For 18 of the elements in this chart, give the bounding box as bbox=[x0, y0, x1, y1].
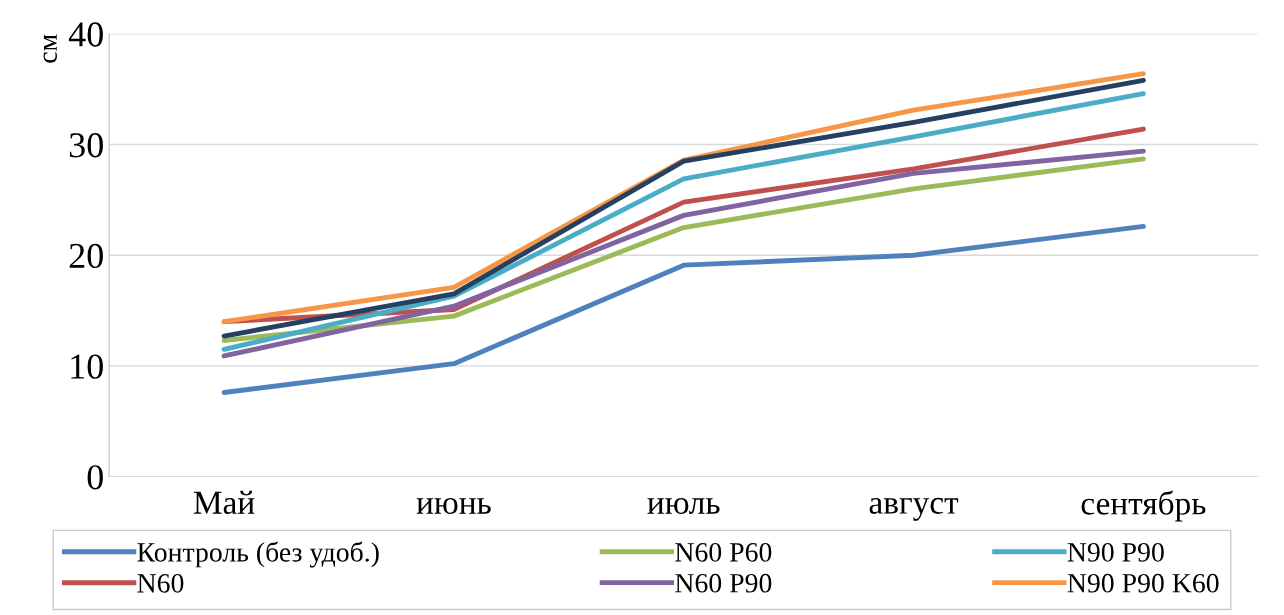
y-tick-label: 20 bbox=[69, 243, 103, 269]
x-tick-label: Май bbox=[193, 490, 255, 514]
legend-label: N60 bbox=[137, 573, 184, 593]
y-axis-title: см bbox=[43, 34, 57, 63]
line-series bbox=[221, 224, 1146, 395]
x-tick-label: август bbox=[869, 497, 959, 521]
y-tick-label: 30 bbox=[69, 133, 103, 158]
y-tick-label: 40 bbox=[68, 22, 103, 47]
legend-label: N60 P60 bbox=[675, 542, 772, 562]
legend-label: N60 P90 bbox=[675, 573, 772, 593]
legend-label: N90 P90 bbox=[1067, 542, 1164, 562]
y-tick-label: 10 bbox=[71, 354, 103, 379]
legend-label: Контроль (без удоб.) bbox=[137, 541, 379, 568]
x-tick-label: июнь bbox=[416, 497, 491, 514]
y-tick-label: 0 bbox=[87, 465, 103, 490]
x-tick-label: сентябрь bbox=[1081, 490, 1206, 522]
x-tick-label: июль bbox=[647, 497, 720, 514]
legend-label: N90 P90 K60 bbox=[1067, 573, 1219, 593]
